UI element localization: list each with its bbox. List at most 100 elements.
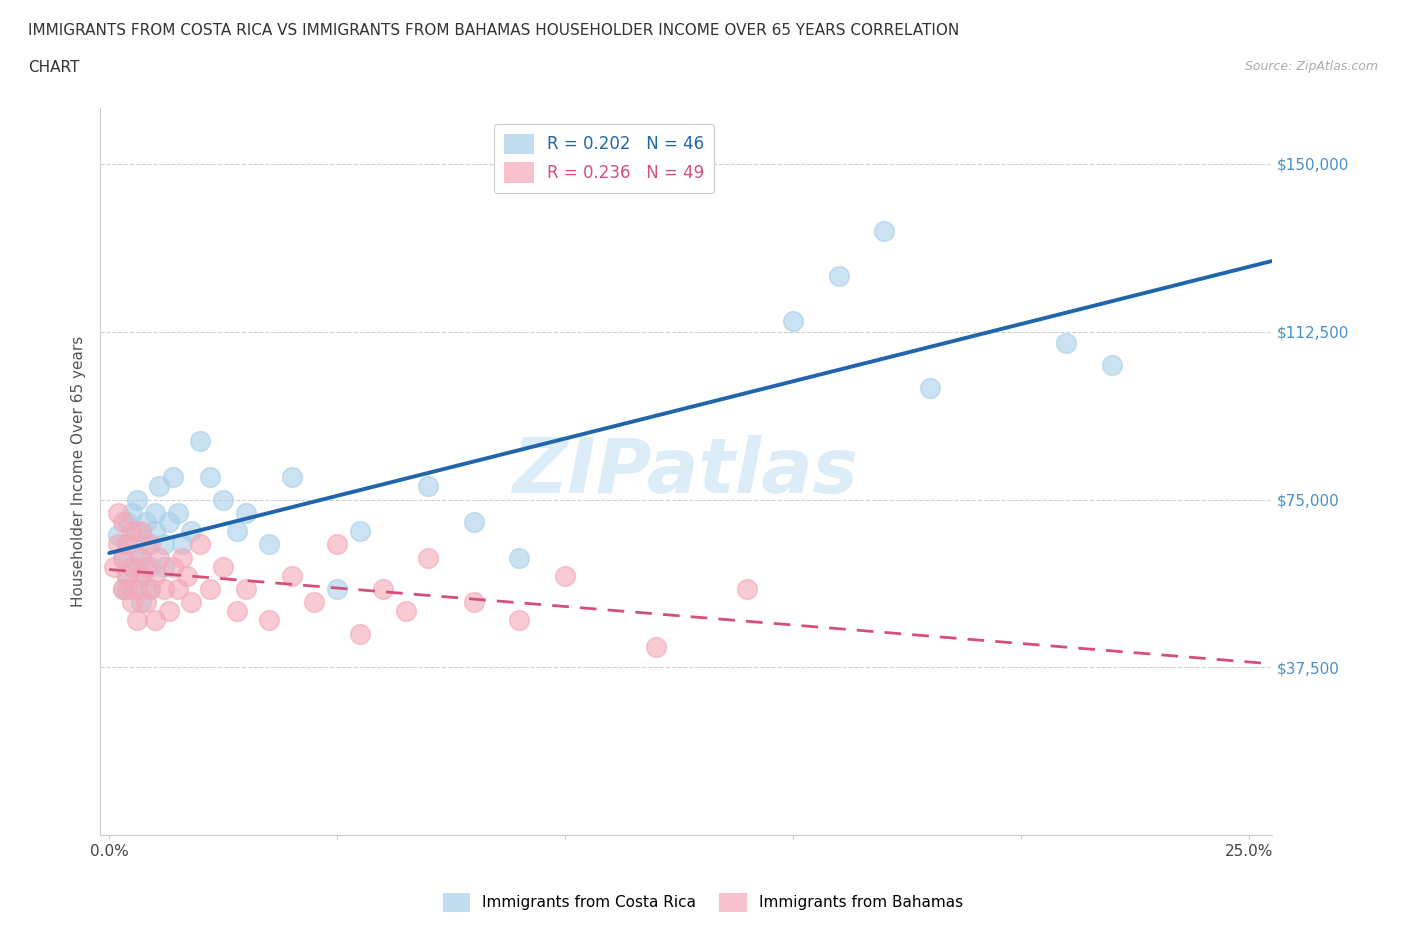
Point: [371, 581, 394, 596]
Point: [394, 604, 416, 618]
Point: [418, 551, 440, 565]
Point: [280, 568, 302, 583]
Point: [125, 613, 148, 628]
Point: [139, 581, 162, 596]
Point: [162, 559, 184, 574]
Point: [645, 640, 668, 655]
Point: [129, 524, 152, 538]
Point: [180, 595, 202, 610]
Point: [135, 595, 157, 610]
Point: [117, 581, 139, 596]
Point: [157, 514, 180, 529]
Point: [139, 581, 162, 596]
Point: [139, 559, 162, 574]
Point: [107, 528, 129, 543]
Text: ZIPatlas: ZIPatlas: [513, 434, 859, 509]
Point: [129, 568, 152, 583]
Text: CHART: CHART: [28, 60, 80, 75]
Point: [463, 595, 485, 610]
Point: [1056, 336, 1078, 351]
Point: [143, 524, 166, 538]
Point: [508, 613, 530, 628]
Point: [349, 524, 371, 538]
Point: [111, 581, 134, 596]
Point: [117, 568, 139, 583]
Point: [129, 551, 152, 565]
Point: [111, 581, 134, 596]
Point: [176, 568, 198, 583]
Point: [107, 537, 129, 551]
Point: [111, 551, 134, 565]
Point: [153, 581, 176, 596]
Point: [508, 551, 530, 565]
Point: [121, 506, 143, 521]
Point: [143, 613, 166, 628]
Point: [162, 470, 184, 485]
Point: [280, 470, 302, 485]
Point: [166, 581, 188, 596]
Point: [129, 595, 152, 610]
Point: [225, 524, 247, 538]
Point: [107, 506, 129, 521]
Point: [737, 581, 759, 596]
Point: [125, 492, 148, 507]
Point: [172, 537, 194, 551]
Point: [129, 568, 152, 583]
Point: [225, 604, 247, 618]
Point: [1101, 358, 1123, 373]
Point: [235, 506, 257, 521]
Point: [117, 514, 139, 529]
Point: [125, 581, 148, 596]
Point: [121, 559, 143, 574]
Point: [121, 595, 143, 610]
Point: [143, 506, 166, 521]
Point: [148, 479, 170, 494]
Y-axis label: Householder Income Over 65 years: Householder Income Over 65 years: [72, 336, 86, 607]
Point: [918, 380, 941, 395]
Text: IMMIGRANTS FROM COSTA RICA VS IMMIGRANTS FROM BAHAMAS HOUSEHOLDER INCOME OVER 65: IMMIGRANTS FROM COSTA RICA VS IMMIGRANTS…: [28, 23, 959, 38]
Point: [135, 559, 157, 574]
Point: [235, 581, 257, 596]
Point: [190, 434, 212, 449]
Legend: R = 0.202   N = 46, R = 0.236   N = 49: R = 0.202 N = 46, R = 0.236 N = 49: [494, 124, 714, 193]
Point: [212, 492, 235, 507]
Point: [304, 595, 326, 610]
Point: [117, 568, 139, 583]
Point: [172, 551, 194, 565]
Point: [827, 269, 849, 284]
Point: [418, 479, 440, 494]
Point: [129, 551, 152, 565]
Point: [554, 568, 576, 583]
Point: [103, 559, 125, 574]
Point: [117, 537, 139, 551]
Point: [121, 581, 143, 596]
Point: [257, 613, 280, 628]
Point: [153, 537, 176, 551]
Point: [139, 537, 162, 551]
Point: [135, 537, 157, 551]
Point: [121, 524, 143, 538]
Point: [121, 559, 143, 574]
Point: [463, 514, 485, 529]
Point: [135, 514, 157, 529]
Point: [117, 537, 139, 551]
Point: [153, 559, 176, 574]
Point: [180, 524, 202, 538]
Point: [198, 470, 221, 485]
Text: Source: ZipAtlas.com: Source: ZipAtlas.com: [1244, 60, 1378, 73]
Point: [111, 514, 134, 529]
Point: [257, 537, 280, 551]
Point: [111, 551, 134, 565]
Point: [198, 581, 221, 596]
Point: [326, 581, 349, 596]
Point: [212, 559, 235, 574]
Point: [873, 223, 896, 238]
Point: [143, 568, 166, 583]
Point: [349, 627, 371, 642]
Point: [326, 537, 349, 551]
Point: [782, 313, 804, 328]
Point: [166, 506, 188, 521]
Point: [157, 604, 180, 618]
Point: [190, 537, 212, 551]
Point: [125, 524, 148, 538]
